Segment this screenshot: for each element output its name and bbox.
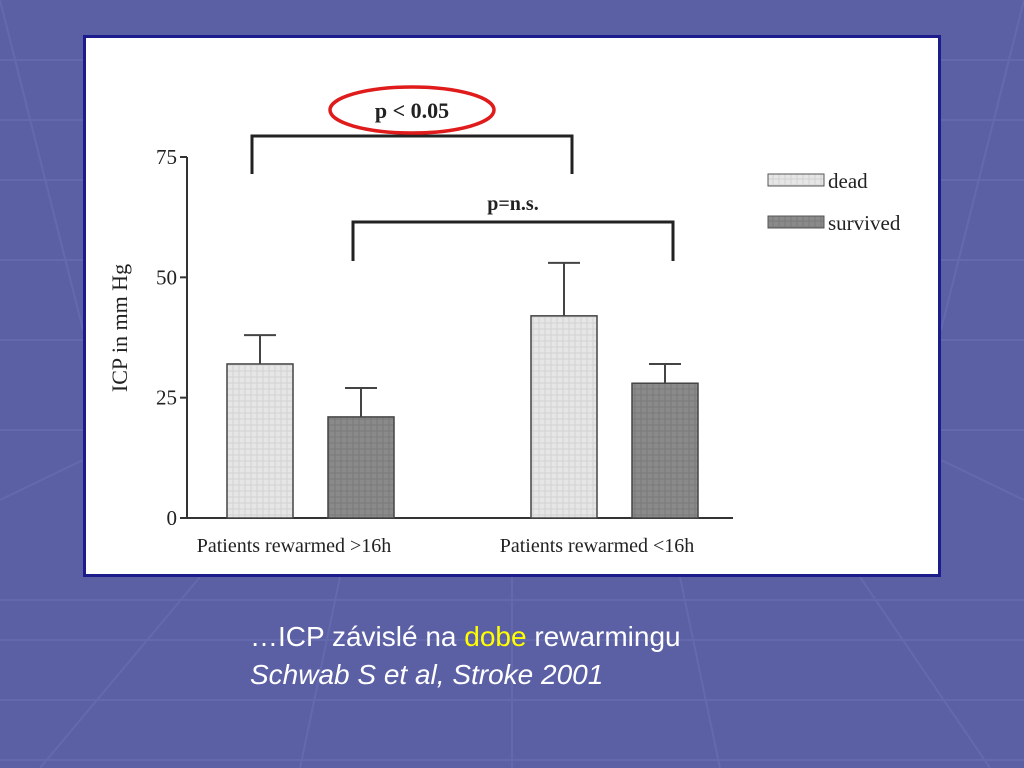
- y-axis: 0 25 50 75: [156, 145, 188, 530]
- highlight-ring: [328, 85, 496, 135]
- chart-panel: 0 25 50 75 ICP in mm Hg Patients rewarmed >…: [83, 35, 941, 577]
- y-axis-label: ICP in mm Hg: [107, 264, 132, 392]
- category-label: Patients rewarmed <16h: [500, 535, 695, 557]
- bar-survived-2: [631, 382, 699, 519]
- bar-dead-2: [530, 315, 598, 519]
- bar-chart: 0 25 50 75 ICP in mm Hg Patients rewarmed >…: [107, 85, 901, 557]
- y-tick-label: 50: [156, 265, 177, 289]
- legend-swatch-survived: [767, 215, 825, 229]
- legend-label-survived: survived: [828, 211, 901, 235]
- y-tick-label: 75: [156, 145, 177, 169]
- p-value-label: p=n.s.: [487, 193, 538, 215]
- significance-bracket: [250, 134, 574, 174]
- caption-highlight: dobe: [464, 621, 527, 652]
- p-value-label: p < 0.05: [375, 98, 449, 123]
- caption-suffix: rewarmingu: [526, 621, 681, 652]
- significance-bracket: [351, 220, 675, 261]
- category-label: Patients rewarmed >16h: [197, 535, 392, 557]
- legend: dead survived: [767, 169, 901, 235]
- citation: Schwab S et al, Stroke 2001: [250, 659, 604, 690]
- legend-label-dead: dead: [828, 169, 868, 193]
- legend-swatch-dead: [767, 173, 825, 187]
- y-tick-label: 25: [156, 386, 177, 410]
- slide-caption: …ICP závislé na dobe rewarmingu Schwab S…: [250, 618, 950, 694]
- y-tick-label: 0: [167, 506, 178, 530]
- bar-survived-1: [327, 416, 395, 519]
- caption-line: …ICP závislé na dobe rewarmingu: [250, 618, 950, 656]
- caption-prefix: …ICP závislé na: [250, 621, 465, 652]
- bar-dead-1: [226, 363, 294, 519]
